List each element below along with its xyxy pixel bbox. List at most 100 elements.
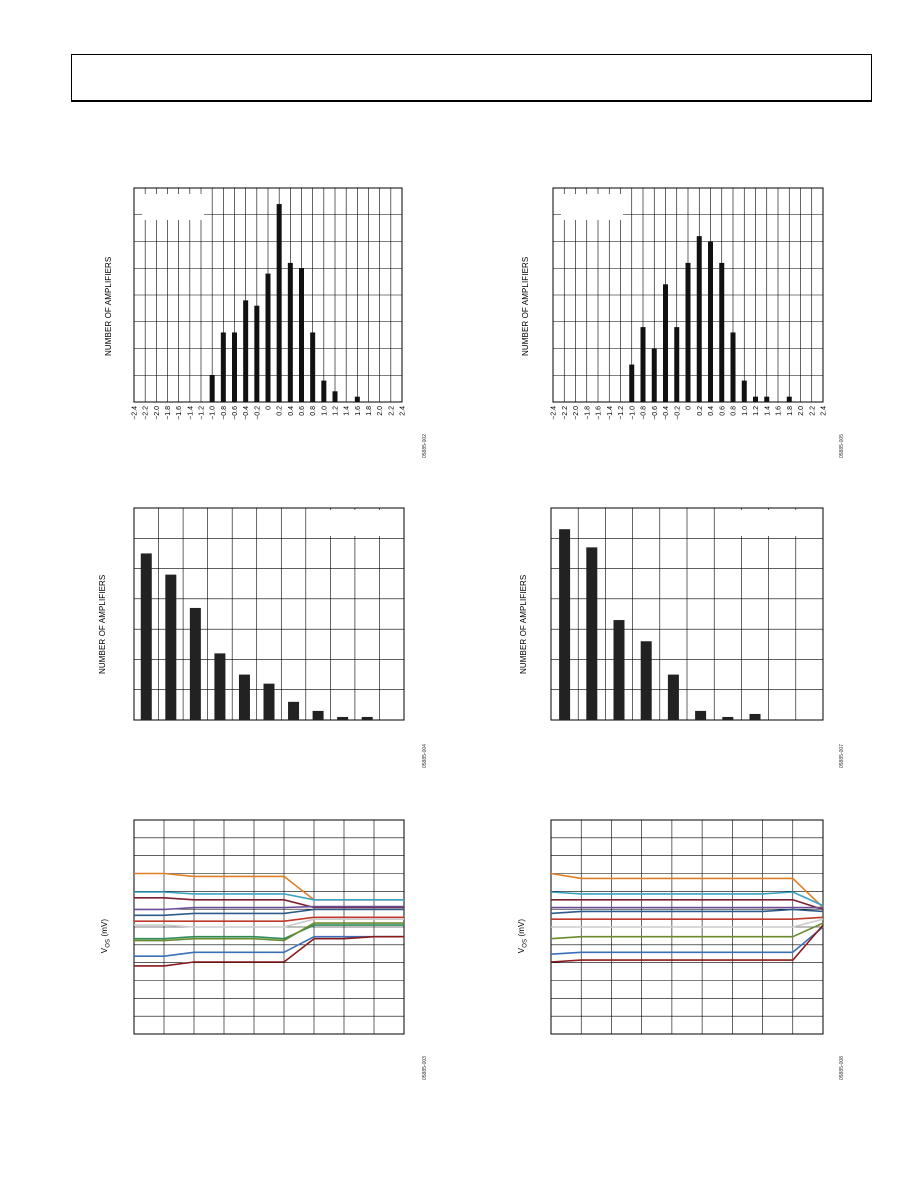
chart-1-code: 05885-002 <box>422 434 428 458</box>
x-tick-label: 1.8 <box>366 406 373 416</box>
x-tick-label: −1.2 <box>199 406 206 420</box>
histogram-bar <box>640 641 652 720</box>
histogram-bar <box>708 241 713 402</box>
histogram-bar <box>332 391 338 402</box>
x-tick-label: 0 <box>266 406 273 410</box>
x-tick-label: −2.2 <box>143 406 150 420</box>
x-tick-label: −1.6 <box>596 406 603 420</box>
histogram-bar <box>287 262 293 402</box>
histogram-bar <box>220 332 226 402</box>
series-line <box>134 908 404 917</box>
legend-box <box>308 510 398 536</box>
histogram-bar <box>640 327 646 402</box>
chart-2-code: 05885-005 <box>839 434 845 458</box>
series-line <box>551 916 824 920</box>
x-tick-label: −2.4 <box>132 406 139 420</box>
x-tick-label: 1.2 <box>753 406 760 416</box>
chart-6-plot <box>550 819 824 1035</box>
histogram-bar <box>651 348 657 402</box>
x-tick-label: −0.6 <box>232 406 239 420</box>
series-line <box>550 926 824 955</box>
x-tick-label: −1.8 <box>584 406 591 420</box>
chart-6-code: 05885-008 <box>839 1056 845 1080</box>
histogram-bar <box>722 716 734 720</box>
histogram-bar <box>312 710 324 720</box>
histogram-bar <box>299 268 304 402</box>
histogram-bar <box>209 375 215 402</box>
histogram-bar <box>321 380 327 402</box>
x-tick-label: −0.4 <box>243 406 250 420</box>
series-line <box>134 922 404 942</box>
x-tick-label: −0.2 <box>254 406 261 420</box>
series-line <box>134 918 404 928</box>
histogram-bar <box>749 713 761 720</box>
series-line <box>134 935 404 957</box>
x-tick-label: −1.4 <box>187 406 194 420</box>
x-tick-label: 0.6 <box>719 406 726 416</box>
histogram-bar <box>667 674 679 720</box>
x-tick-label: 2.2 <box>809 406 816 416</box>
x-tick-label: 0.4 <box>288 406 295 416</box>
chart-5-code: 05885-003 <box>422 1056 428 1080</box>
histogram-bar <box>337 716 349 720</box>
x-tick-label: 0.4 <box>708 406 715 416</box>
histogram-bar <box>243 300 249 402</box>
x-tick-label: −1.2 <box>618 406 625 420</box>
histogram-bar <box>232 332 237 402</box>
series-line <box>134 916 404 922</box>
x-tick-label: 0.8 <box>731 406 738 416</box>
x-tick-label: 1.6 <box>776 406 783 416</box>
series-line <box>134 924 404 940</box>
histogram-bar <box>586 547 598 720</box>
x-tick-label: 2.4 <box>400 406 407 416</box>
x-tick-label: 1.4 <box>344 406 351 416</box>
chart-3-plot <box>133 507 405 721</box>
chart-6: VOS (mV) 05885-008 <box>517 810 847 1080</box>
x-tick-label: −0.6 <box>652 406 659 420</box>
histogram-bar <box>786 396 792 402</box>
series-line <box>550 872 824 909</box>
series-line <box>134 935 404 967</box>
series-line <box>134 891 404 901</box>
histogram-bar <box>165 574 177 720</box>
x-tick-label: −2.0 <box>154 406 161 420</box>
histogram-bar <box>189 607 201 720</box>
series-line <box>550 891 824 907</box>
chart-4: NUMBER OF AMPLIFIERS 05885-007 <box>517 500 847 770</box>
x-tick-label: −1.6 <box>176 406 183 420</box>
histogram-bar <box>288 701 300 720</box>
histogram-bar <box>663 284 668 402</box>
series-line <box>134 872 404 901</box>
chart-2: NUMBER OF AMPLIFIERS −2.4 −2.2 −2.0 −1.8 −1.… <box>517 180 847 460</box>
histogram-bar <box>354 396 360 402</box>
x-tick-label: −2.0 <box>573 406 580 420</box>
series-line <box>550 922 824 940</box>
histogram-bar <box>730 332 736 402</box>
histogram-bar <box>263 683 275 720</box>
series-line <box>551 899 824 911</box>
histogram-bar <box>265 273 271 402</box>
histogram-bar <box>254 305 260 402</box>
chart-5-plot <box>133 819 405 1035</box>
x-tick-label: 1.4 <box>764 406 771 416</box>
x-tick-label: −2.2 <box>562 406 569 420</box>
chart-3: NUMBER OF AMPLIFIERS 05885-004 <box>98 500 430 770</box>
x-tick-label: 2.2 <box>388 406 395 416</box>
histogram-bar <box>719 262 725 402</box>
histogram-bar <box>674 327 680 402</box>
x-tick-label: 0.8 <box>310 406 317 416</box>
x-tick-label: 1.6 <box>355 406 362 416</box>
histogram-bar <box>741 380 747 402</box>
histogram-bar <box>140 553 152 720</box>
histogram-bar <box>764 396 770 402</box>
chart-4-plot <box>550 507 824 721</box>
histogram-bar <box>696 236 702 402</box>
chart-1: NUMBER OF AMPLIFIERS −2.4 −2.2 −2.0 −1.8 −1.… <box>100 180 430 460</box>
x-tick-label: −1.8 <box>165 406 172 420</box>
chart-5: VOS (mV) 05885-003 <box>100 810 430 1080</box>
x-tick-label: −1.0 <box>210 406 217 420</box>
x-tick-label: −1.4 <box>607 406 614 420</box>
histogram-bar <box>753 396 758 402</box>
x-tick-label: 2.0 <box>798 406 805 416</box>
x-tick-label: −2.4 <box>551 406 558 420</box>
